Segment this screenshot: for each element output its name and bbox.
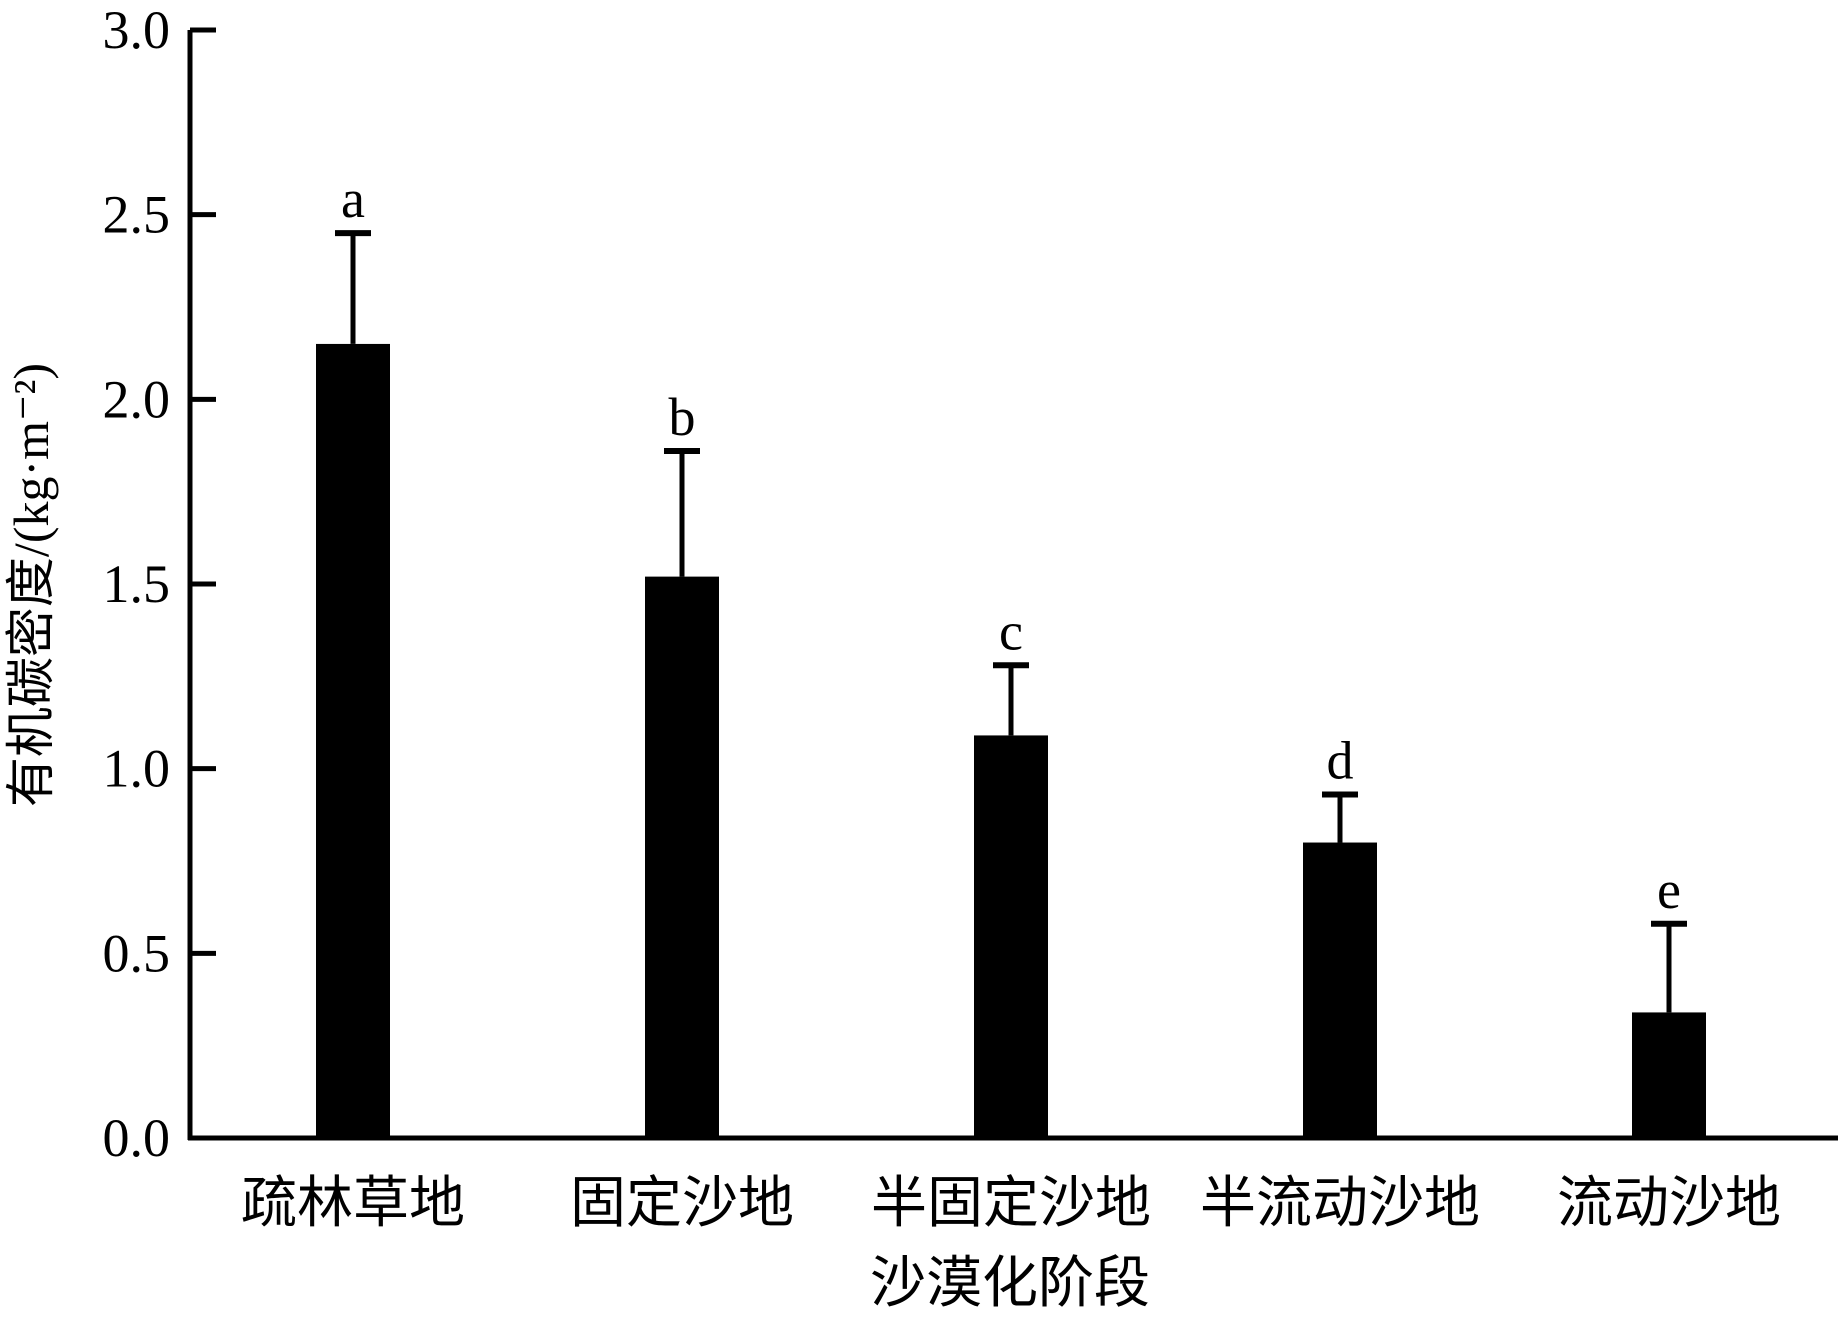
x-axis-title: 沙漠化阶段 (870, 1253, 1150, 1315)
x-tick-label: 固定沙地 (570, 1173, 794, 1235)
bar (1303, 842, 1377, 1138)
x-tick-label: 疏林草地 (241, 1173, 465, 1235)
y-tick-label: 2.0 (103, 369, 171, 429)
y-tick-label: 3.0 (103, 0, 171, 60)
significance-label: b (669, 387, 696, 447)
labels-layer: 沙漠化阶段 有机碳密度/(kg·m⁻²) a 疏林草地 b 固定沙地 c 半固定沙地 d 半流… (3, 169, 1781, 1315)
y-tick-label: 0.5 (103, 923, 171, 983)
bars-layer (316, 230, 1706, 1138)
y-tick-label: 0.0 (103, 1108, 171, 1168)
bar (1632, 1012, 1706, 1138)
significance-label: a (341, 169, 365, 229)
bar (316, 343, 390, 1138)
bar (645, 576, 719, 1138)
x-tick-label: 半固定沙地 (871, 1173, 1151, 1235)
significance-label: d (1327, 731, 1354, 791)
y-tick-label: 1.0 (103, 739, 171, 799)
x-tick-label: 半流动沙地 (1200, 1173, 1480, 1235)
y-tick-label: 1.5 (103, 554, 171, 614)
x-tick-label: 流动沙地 (1557, 1173, 1781, 1235)
significance-label: e (1657, 860, 1681, 920)
y-axis-title: 有机碳密度/(kg·m⁻²) (3, 363, 59, 807)
bar (974, 735, 1048, 1138)
significance-label: c (999, 601, 1023, 661)
axes-layer: 0.0 0.5 1.0 1.5 2.0 2.5 3.0 (103, 0, 1838, 1168)
y-tick-label: 2.5 (103, 185, 171, 245)
